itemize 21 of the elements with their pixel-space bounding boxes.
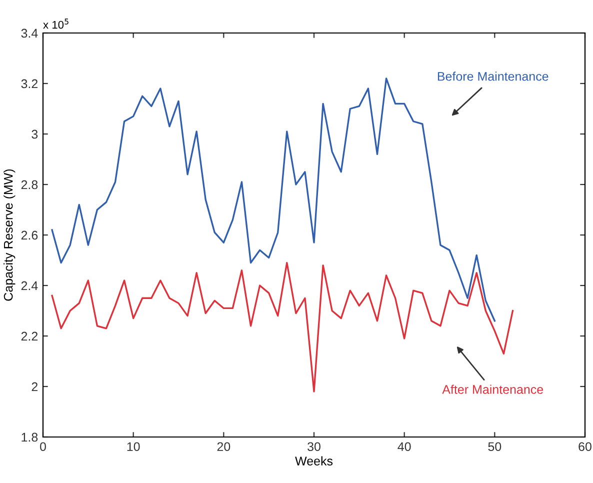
y-axis-title: Capacity Reserve (MW) xyxy=(4,169,16,301)
text: Before Maintenance xyxy=(438,72,548,81)
x-tick-label: 30 xyxy=(308,442,320,452)
x-tick-label: 10 xyxy=(127,442,140,452)
text: After Maintenance xyxy=(442,384,544,394)
y-tick-label: 2.4 xyxy=(21,281,38,290)
y-tick-label: 2 xyxy=(32,382,38,392)
x-axis-title: Weeks xyxy=(295,456,333,466)
y-tick-label: 2.2 xyxy=(21,332,38,341)
x-tick-label: 20 xyxy=(217,442,230,452)
y-tick-label: 3.4 xyxy=(21,28,38,38)
y-tick-label: 2.8 xyxy=(21,180,38,190)
y-tick-label: 2.6 xyxy=(21,230,38,240)
text: x 10$^{5}$ xyxy=(43,18,68,29)
x-tick-label: 50 xyxy=(488,442,502,452)
x-tick-label: 0 xyxy=(40,442,46,452)
y-tick-label: 3 xyxy=(32,130,38,139)
x-tick-label: 40 xyxy=(398,442,411,452)
x-tick-label: 60 xyxy=(578,442,592,452)
y-tick-label: 3.2 xyxy=(21,79,38,88)
y-tick-label: 1.8 xyxy=(22,432,38,442)
